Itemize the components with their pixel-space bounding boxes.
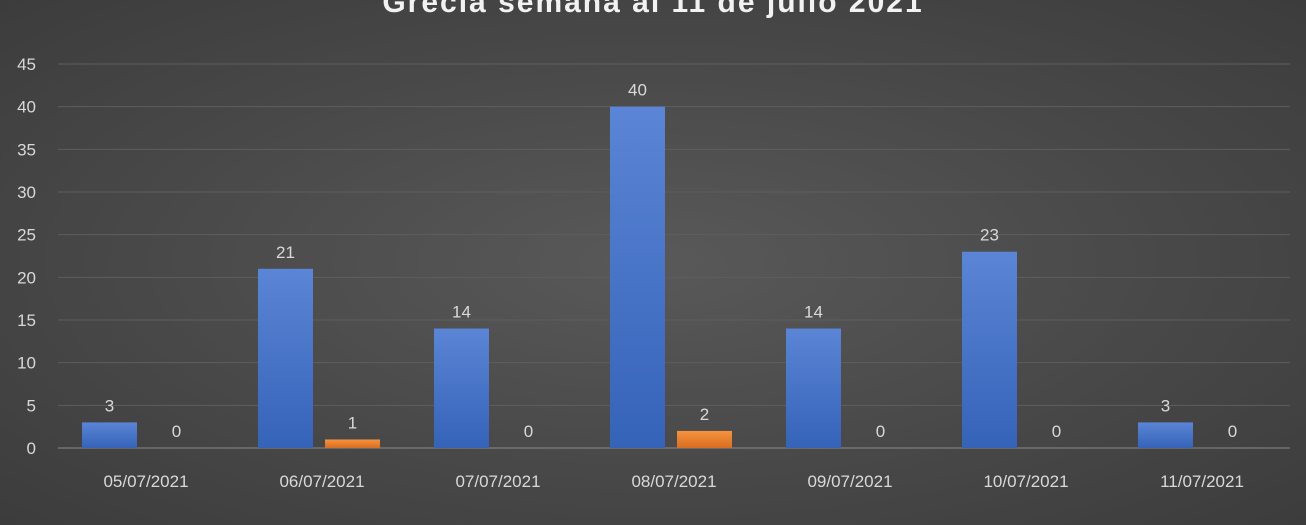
y-tick-label: 45 xyxy=(17,55,36,74)
x-tick-label: 08/07/2021 xyxy=(631,472,716,491)
data-label: 0 xyxy=(172,422,181,441)
bar-series-1 xyxy=(610,106,665,449)
x-tick-label: 10/07/2021 xyxy=(983,472,1068,491)
data-label: 0 xyxy=(876,422,885,441)
y-tick-label: 20 xyxy=(17,268,36,287)
data-label: 23 xyxy=(980,226,999,245)
bar-series-1 xyxy=(786,328,841,448)
data-label: 0 xyxy=(524,422,533,441)
bar-series-2 xyxy=(677,430,732,448)
data-label: 14 xyxy=(452,303,471,322)
chart-title: Grecia semana al 11 de julio 2021 xyxy=(382,0,924,19)
y-tick-label: 15 xyxy=(17,311,36,330)
bar-series-1 xyxy=(258,268,313,448)
y-tick-label: 35 xyxy=(17,140,36,159)
bar-series-1 xyxy=(962,251,1017,448)
data-label: 2 xyxy=(700,405,709,424)
bar-series-1 xyxy=(1138,422,1193,448)
x-tick-label: 09/07/2021 xyxy=(807,472,892,491)
y-tick-label: 0 xyxy=(27,439,36,458)
y-tick-label: 5 xyxy=(27,396,36,415)
x-tick-label: 05/07/2021 xyxy=(103,472,188,491)
data-label: 14 xyxy=(804,303,823,322)
data-label: 1 xyxy=(348,413,357,432)
x-tick-label: 07/07/2021 xyxy=(455,472,540,491)
data-label: 21 xyxy=(276,243,295,262)
y-tick-label: 40 xyxy=(17,98,36,117)
y-tick-label: 25 xyxy=(17,226,36,245)
data-label: 40 xyxy=(628,81,647,100)
x-tick-label: 06/07/2021 xyxy=(279,472,364,491)
data-label: 3 xyxy=(1161,396,1170,415)
y-tick-label: 10 xyxy=(17,354,36,373)
bar-series-2 xyxy=(325,439,380,448)
x-tick-label: 11/07/2021 xyxy=(1160,472,1244,491)
bar-series-1 xyxy=(434,328,489,448)
data-label: 0 xyxy=(1052,422,1061,441)
y-tick-label: 30 xyxy=(17,183,36,202)
data-label: 0 xyxy=(1228,422,1237,441)
data-label: 3 xyxy=(105,396,114,415)
bar-series-1 xyxy=(82,422,137,448)
